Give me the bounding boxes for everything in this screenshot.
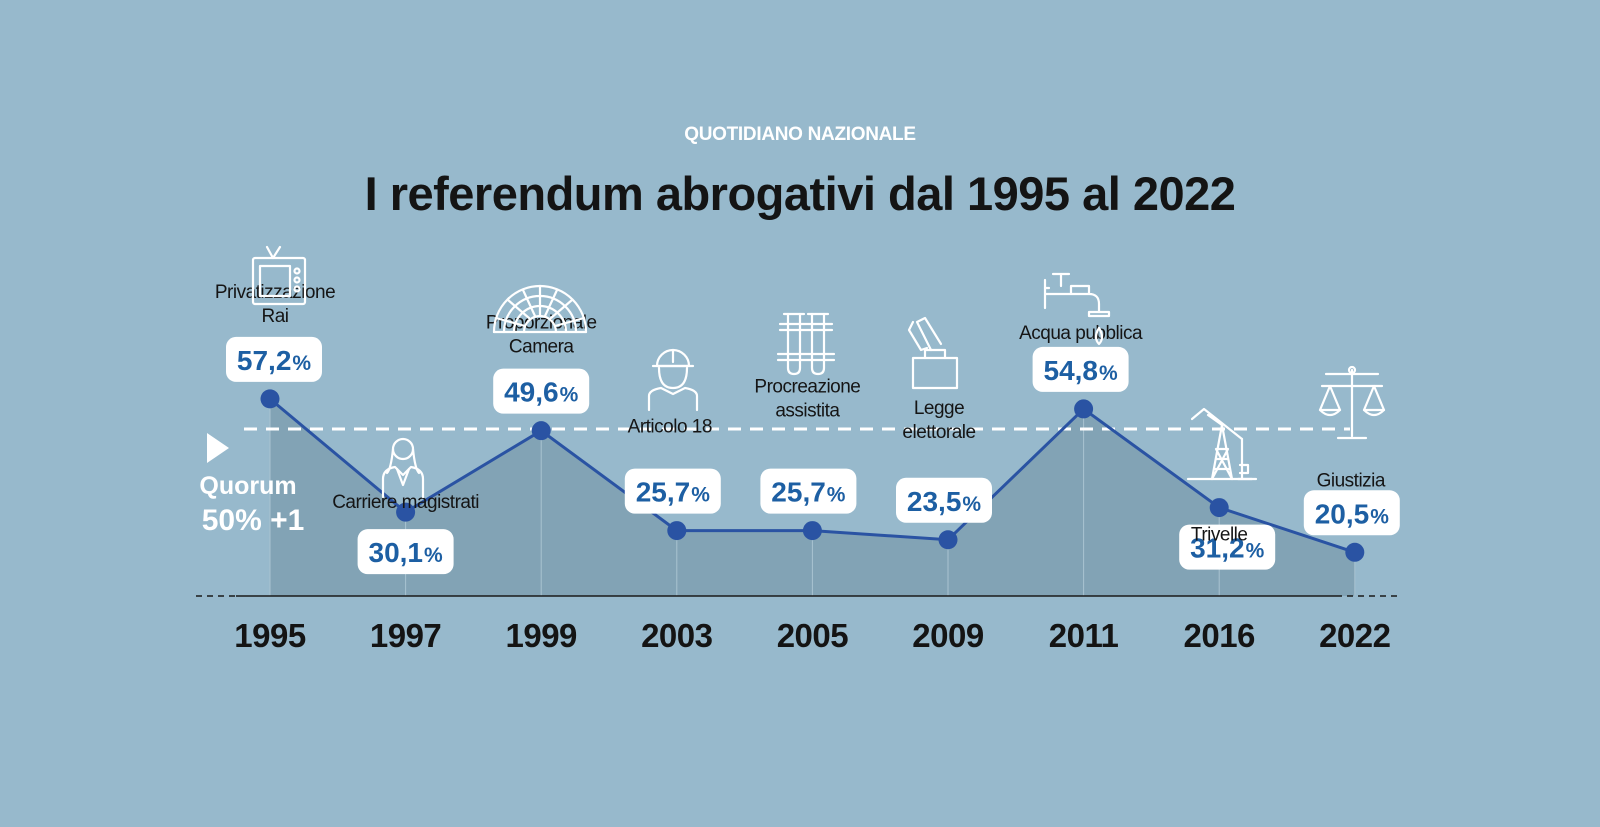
value-text: 49,6%	[504, 377, 579, 408]
year-label-2005: 2005	[777, 617, 849, 654]
year-label-2009: 2009	[912, 617, 984, 654]
value-label-2005: 25,7%	[760, 468, 857, 514]
value-label-1997: 30,1%	[357, 529, 454, 575]
topic-text: Camera	[509, 337, 575, 358]
topic-text: elettorale	[902, 422, 975, 443]
year-label-2016: 2016	[1183, 617, 1255, 654]
magistrate-icon	[381, 437, 425, 499]
brand-label: QUOTIDIANO NAZIONALE	[684, 124, 916, 145]
data-point-2009	[938, 530, 958, 550]
topic-label-2005: Procreazione assistita	[754, 377, 860, 422]
play-arrow-icon	[207, 433, 229, 463]
topic-text: Articolo 18	[628, 417, 712, 438]
value-label-2009: 23,5%	[896, 477, 992, 523]
value-label-2016: 31,2%	[1179, 524, 1276, 570]
topic-text: assistita	[775, 401, 840, 422]
value-pill	[760, 468, 857, 514]
value-label-2022: 20,5%	[1303, 490, 1400, 536]
scales-icon	[1318, 365, 1386, 440]
topic-text: Trivelle	[1191, 525, 1248, 546]
value-pill	[357, 529, 454, 575]
data-point-2022	[1345, 542, 1365, 562]
value-text: 23,5%	[907, 486, 982, 517]
topic-text: Legge	[914, 398, 964, 419]
value-pill	[1303, 490, 1400, 536]
value-text: 30,1%	[369, 537, 444, 568]
data-point-1999	[531, 421, 551, 441]
value-pill	[1032, 346, 1129, 392]
topic-text: Carriere magistrati	[332, 492, 479, 513]
value-text: 25,7%	[636, 477, 711, 508]
data-point-2003	[667, 521, 687, 541]
topic-text: Privatizzazione	[215, 282, 335, 303]
chart-title: I referendum abrogativi dal 1995 al 2022	[364, 167, 1236, 220]
year-label-1995: 1995	[234, 617, 306, 654]
value-pill	[624, 468, 721, 514]
value-text: 25,7%	[771, 477, 846, 508]
year-label-2003: 2003	[641, 617, 713, 654]
value-text: 31,2%	[1190, 533, 1265, 564]
value-pill	[493, 368, 590, 414]
ballot-box-icon	[907, 316, 959, 390]
value-label-2003: 25,7%	[624, 468, 721, 514]
value-text: 20,5%	[1315, 498, 1390, 529]
topic-label-2016: Trivelle	[1191, 525, 1248, 546]
year-label-2022: 2022	[1319, 617, 1391, 654]
value-label-1995: 57,2%	[226, 336, 322, 382]
worker-icon	[647, 348, 699, 412]
water-tap-icon	[1043, 272, 1111, 346]
value-label-1999: 49,6%	[493, 368, 590, 414]
year-label-1997: 1997	[370, 617, 441, 654]
quorum-value: 50% +1	[202, 504, 305, 537]
topic-text: Rai	[261, 306, 288, 327]
data-point-1995	[260, 389, 280, 409]
quorum-label: Quorum	[199, 472, 296, 500]
data-point-1997	[396, 502, 416, 522]
value-text: 57,2%	[237, 345, 312, 376]
year-label-2011: 2011	[1049, 617, 1119, 654]
topic-label-2003: Articolo 18	[628, 417, 713, 438]
value-pill	[896, 477, 992, 523]
test-tubes-icon	[776, 312, 836, 376]
year-label-1999: 1999	[505, 617, 577, 654]
topic-label-2011: Acqua pubblica	[1019, 323, 1143, 344]
value-pill	[1179, 524, 1276, 570]
value-pill	[226, 336, 322, 382]
topic-text: Procreazione	[754, 377, 860, 398]
topic-text: Acqua pubblica	[1019, 323, 1143, 344]
data-point-2011	[1074, 399, 1094, 419]
topic-label-2009: Legge elettorale	[902, 398, 976, 443]
tv-icon	[251, 245, 307, 306]
value-text: 54,8%	[1044, 355, 1119, 386]
value-label-2011: 54,8%	[1032, 346, 1129, 392]
topic-label-2022: Giustizia	[1317, 470, 1387, 491]
data-point-2005	[802, 521, 822, 541]
data-point-2016	[1209, 498, 1229, 518]
topic-label-1997: Carriere magistrati	[332, 492, 479, 513]
parliament-icon	[492, 284, 588, 334]
oil-pump-icon	[1186, 407, 1258, 481]
topic-text: Giustizia	[1317, 470, 1386, 491]
